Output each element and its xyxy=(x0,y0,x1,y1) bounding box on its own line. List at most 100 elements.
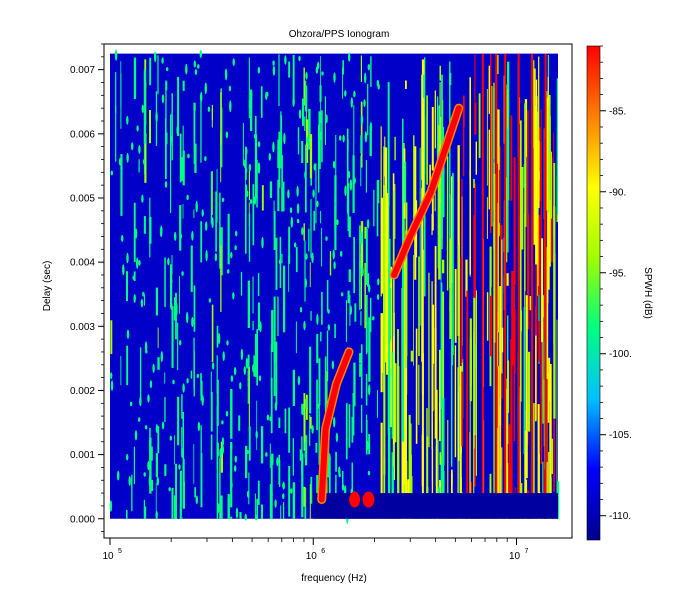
heatmap-streak xyxy=(303,486,306,507)
heatmap-streak xyxy=(254,134,258,199)
heatmap-streak xyxy=(216,473,219,519)
heatmap-streak xyxy=(384,147,388,249)
heatmap-streak xyxy=(367,83,369,136)
heatmap-streak xyxy=(220,495,223,519)
heatmap-streak xyxy=(360,155,362,187)
heatmap-streak xyxy=(254,115,257,146)
heatmap-blob xyxy=(296,203,300,215)
heatmap-blob xyxy=(306,136,309,144)
heatmap-streak xyxy=(488,129,491,210)
heatmap-blob xyxy=(221,197,225,202)
heatmap-streak xyxy=(419,147,421,326)
heatmap-streak xyxy=(547,212,550,290)
heatmap-streak xyxy=(210,392,213,432)
heatmap-streak xyxy=(553,132,555,188)
heatmap-blob xyxy=(274,499,277,508)
heatmap-blob xyxy=(364,72,367,84)
heatmap-blob xyxy=(126,453,129,461)
heatmap-streak xyxy=(149,217,152,244)
heatmap-streak xyxy=(549,364,552,462)
heatmap-blob xyxy=(335,432,339,443)
heatmap-streak xyxy=(256,498,259,519)
heatmap-blob xyxy=(366,440,369,451)
heatmap-streak xyxy=(451,353,453,467)
heatmap-streak xyxy=(131,474,133,512)
heatmap-blob xyxy=(175,302,178,313)
heatmap-streak xyxy=(359,279,361,310)
heatmap-streak xyxy=(409,423,412,519)
heatmap-blob xyxy=(185,63,188,75)
heatmap-streak xyxy=(493,222,496,249)
heatmap-blob xyxy=(274,401,278,411)
heatmap-streak xyxy=(490,295,493,357)
heatmap-blob xyxy=(292,96,295,107)
heatmap-streak xyxy=(238,415,241,431)
heatmap-blob xyxy=(321,71,324,76)
heatmap-blob xyxy=(297,375,301,386)
heatmap-streak xyxy=(348,404,351,448)
heatmap-streak xyxy=(498,146,501,235)
heatmap-streak xyxy=(457,424,459,519)
heatmap-blob xyxy=(252,364,255,373)
heatmap-streak xyxy=(537,140,540,208)
heatmap-blob xyxy=(367,63,370,71)
heatmap-blob xyxy=(296,185,299,197)
heatmap-streak xyxy=(542,296,544,424)
heatmap-streak xyxy=(413,255,414,366)
heatmap-blob xyxy=(138,417,141,422)
heatmap-streak xyxy=(376,180,379,237)
heatmap-streak xyxy=(440,282,443,410)
heatmap-streak xyxy=(521,167,524,250)
heatmap-streak xyxy=(381,197,384,294)
colorbar-ticks: -85. -90. -95. -100. -105. -110. xyxy=(600,45,632,522)
heatmap-streak xyxy=(434,328,437,439)
heatmap-blob xyxy=(126,252,129,264)
heatmap-streak xyxy=(278,54,280,106)
x-tick-label: 10 xyxy=(509,551,521,562)
heatmap-streak xyxy=(431,173,434,231)
heatmap-streak xyxy=(288,226,291,264)
heatmap-streak xyxy=(351,416,354,443)
heatmap-blob xyxy=(221,445,224,454)
heatmap-streak xyxy=(211,304,214,363)
heatmap-blob xyxy=(214,253,218,262)
heatmap-echo-blob xyxy=(349,491,361,508)
heatmap-streak xyxy=(216,442,219,457)
heatmap-streak xyxy=(309,346,312,414)
heatmap-streak xyxy=(506,273,509,286)
heatmap-streak xyxy=(513,157,516,285)
heatmap-streak xyxy=(171,487,174,519)
heatmap-streak xyxy=(434,246,437,410)
heatmap-blob xyxy=(195,495,198,505)
heatmap-streak xyxy=(347,138,349,152)
heatmap-streak xyxy=(546,461,548,519)
heatmap-blob xyxy=(316,403,319,409)
heatmap-streak xyxy=(133,271,136,281)
heatmap-blob xyxy=(204,82,207,95)
heatmap-streak xyxy=(353,105,355,172)
heatmap-streak xyxy=(441,454,443,519)
heatmap-streak xyxy=(126,271,128,302)
heatmap-streak xyxy=(527,143,529,228)
heatmap-streak xyxy=(490,90,492,212)
heatmap-streak xyxy=(270,344,272,388)
heatmap-streak xyxy=(257,273,260,296)
heatmap-blob xyxy=(187,153,190,159)
heatmap-streak xyxy=(155,483,157,519)
heatmap-blob xyxy=(272,60,275,66)
heatmap-streak xyxy=(380,313,383,393)
heatmap-blob xyxy=(233,367,237,376)
heatmap-streak xyxy=(360,55,362,82)
heatmap-streak xyxy=(171,306,174,368)
heatmap-streak xyxy=(392,312,395,480)
heatmap-streak xyxy=(143,499,145,519)
heatmap-streak xyxy=(546,98,549,210)
heatmap-streak xyxy=(295,247,298,273)
heatmap-streak xyxy=(478,93,481,158)
heatmap-streak xyxy=(305,399,307,409)
heatmap-blob xyxy=(334,197,337,204)
heatmap-streak xyxy=(421,434,424,487)
heatmap-streak xyxy=(143,216,146,234)
heatmap-blob xyxy=(304,449,307,461)
heatmap-blob xyxy=(207,106,211,112)
